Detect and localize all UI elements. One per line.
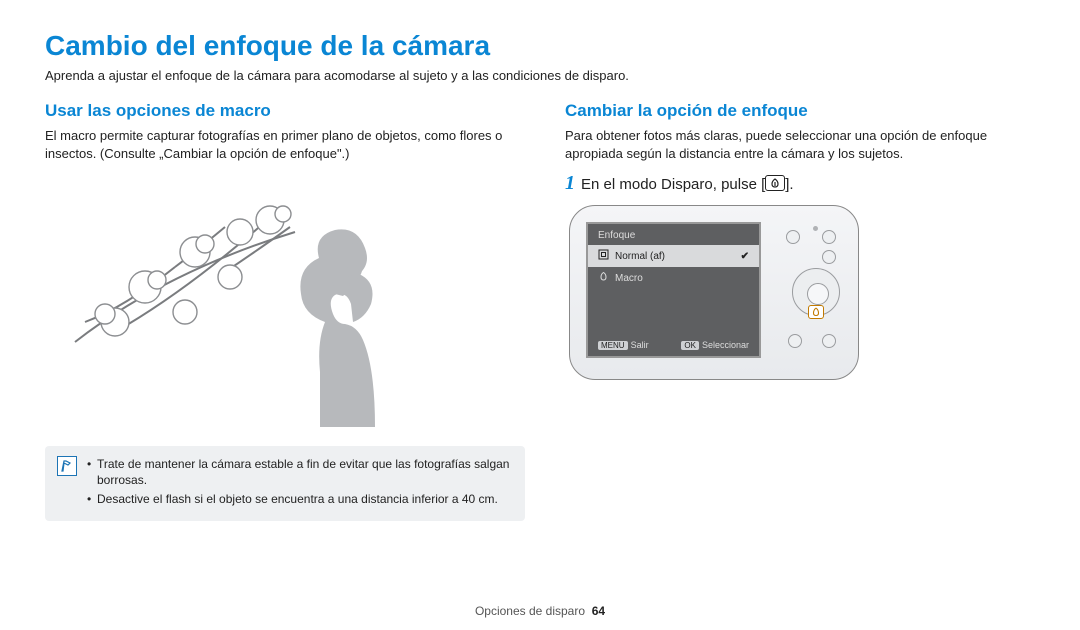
right-heading: Cambiar la opción de enfoque: [565, 101, 1035, 121]
camera-screen: Enfoque Normal (af) ✔ Macro: [586, 222, 761, 358]
right-body: Para obtener fotos más claras, puede sel…: [565, 127, 1035, 162]
camera-illustration: Enfoque Normal (af) ✔ Macro: [565, 205, 1035, 380]
note-icon: [57, 456, 77, 476]
camera-small-button: [788, 334, 802, 348]
page-footer: Opciones de disparo 64: [0, 604, 1080, 618]
dpad-macro-highlight: [808, 305, 824, 319]
camera-small-button: [822, 230, 836, 244]
left-heading: Usar las opciones de macro: [45, 101, 525, 121]
check-icon: ✔: [741, 251, 749, 262]
step-text-b: ].: [785, 176, 793, 193]
camera-small-button: [822, 250, 836, 264]
screen-title: Enfoque: [588, 224, 759, 245]
tip-item: Desactive el flash si el objeto se encue…: [87, 491, 515, 507]
tip-box: Trate de mantener la cámara estable a fi…: [45, 446, 525, 521]
step-text-a: En el modo Disparo, pulse [: [581, 176, 765, 193]
focus-option-normal[interactable]: Normal (af) ✔: [588, 245, 759, 267]
tip-item: Trate de mantener la cámara estable a fi…: [87, 456, 515, 488]
step-text: En el modo Disparo, pulse [].: [581, 175, 794, 193]
normal-af-icon: [598, 249, 609, 263]
left-body: El macro permite capturar fotografías en…: [45, 127, 525, 162]
menu-badge: MENU: [598, 341, 628, 350]
ok-badge: OK: [681, 341, 699, 350]
camera-small-button: [822, 334, 836, 348]
step-number: 1: [565, 172, 575, 195]
option-label: Macro: [615, 273, 643, 284]
footer-section: Opciones de disparo: [475, 604, 585, 618]
ok-text: Seleccionar: [702, 340, 749, 350]
macro-button-icon: [765, 175, 785, 191]
footer-page-number: 64: [592, 604, 605, 618]
menu-exit: MENUSalir: [598, 340, 649, 350]
focus-option-macro[interactable]: Macro: [588, 267, 759, 289]
ok-select: OKSeleccionar: [681, 340, 749, 350]
camera-dpad: [792, 268, 840, 316]
camera-small-button: [786, 230, 800, 244]
option-label: Normal (af): [615, 251, 665, 262]
page-intro: Aprenda a ajustar el enfoque de la cámar…: [45, 68, 1035, 83]
macro-illustration: [45, 172, 525, 442]
menu-text: Salir: [631, 340, 649, 350]
page-title: Cambio del enfoque de la cámara: [45, 30, 1035, 62]
macro-icon: [598, 271, 609, 285]
